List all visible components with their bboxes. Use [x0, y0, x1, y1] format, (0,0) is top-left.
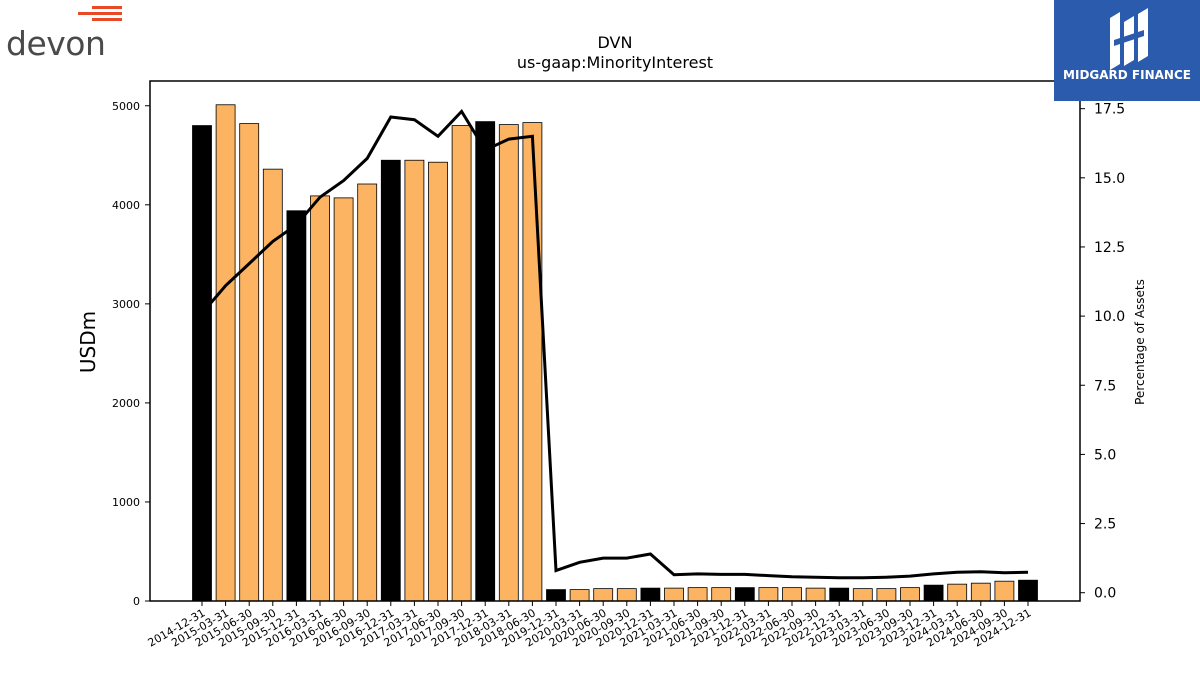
- bar-2023-03-31: [852, 588, 873, 602]
- bar-2023-12-31: [923, 584, 944, 602]
- y-axis-ticks: 0 1000 2000 3000 4000 5000: [112, 100, 150, 608]
- y-tick-label: 5000: [112, 100, 140, 113]
- bar-2018-03-31: [498, 124, 519, 602]
- y-axis-label: USDm: [76, 311, 100, 373]
- y2-tick-label: 0.0: [1094, 586, 1116, 602]
- bar-series: [192, 104, 1038, 602]
- y2-tick-label: 12.5: [1094, 240, 1125, 256]
- bar-2022-03-31: [758, 587, 779, 602]
- y2-tick-label: 10.0: [1094, 309, 1125, 325]
- bar-2016-09-30: [357, 183, 378, 602]
- y2-axis-label: Percentage of Assets: [1133, 279, 1147, 405]
- y-tick-label: 1000: [112, 496, 140, 509]
- bar-2015-12-31: [286, 210, 307, 602]
- bar-2020-06-30: [593, 588, 614, 602]
- bar-2021-03-31: [664, 587, 684, 602]
- devon-logo-text: devon: [6, 24, 106, 63]
- bar-2024-12-31: [1018, 579, 1038, 602]
- y2-axis-ticks: 0.0 2.5 5.0 7.5 10.0 12.5 15.0 17.5: [1080, 102, 1125, 602]
- bar-2022-06-30: [782, 587, 802, 602]
- y-tick-label: 4000: [112, 199, 140, 212]
- plot-frame: [149, 80, 1081, 602]
- percentage-line: [200, 108, 1029, 580]
- bar-2021-12-31: [734, 587, 755, 602]
- bar-2015-06-30: [239, 123, 260, 602]
- x-axis-ticks: 2014-12-312015-03-312015-06-302015-09-30…: [146, 601, 1034, 650]
- bar-2020-09-30: [616, 588, 637, 602]
- y2-tick-label: 2.5: [1094, 517, 1116, 533]
- bar-2022-09-30: [805, 587, 826, 602]
- midgard-mark-icon: [1110, 8, 1148, 70]
- bar-2024-09-30: [994, 580, 1015, 602]
- y-tick-label: 0: [133, 595, 140, 608]
- bar-2014-12-31: [192, 125, 212, 602]
- bar-2018-06-30: [522, 122, 543, 602]
- devon-logo: devon: [4, 4, 126, 64]
- y2-tick-label: 7.5: [1094, 378, 1116, 394]
- bar-2024-06-30: [970, 582, 991, 602]
- y2-tick-label: 17.5: [1094, 102, 1125, 118]
- bar-2016-03-31: [310, 195, 330, 602]
- bar-2015-03-31: [215, 104, 236, 602]
- bar-2022-12-31: [829, 587, 850, 602]
- y-tick-label: 2000: [112, 397, 140, 410]
- midgard-logo-text: MIDGARD FINANCE: [1063, 68, 1191, 82]
- bar-2016-06-30: [333, 197, 354, 602]
- bar-2021-06-30: [687, 587, 708, 602]
- bar-2017-06-30: [428, 161, 448, 602]
- bar-2024-03-31: [947, 583, 968, 602]
- bar-2020-03-31: [569, 589, 590, 602]
- bar-2017-09-30: [451, 125, 472, 602]
- bar-2015-09-30: [262, 168, 283, 602]
- y2-tick-label: 5.0: [1094, 447, 1116, 463]
- bar-2023-06-30: [876, 588, 897, 602]
- chart-title: DVN: [598, 33, 633, 52]
- bar-2019-12-31: [546, 589, 566, 602]
- midgard-finance-logo: MIDGARD FINANCE: [1054, 0, 1200, 101]
- bar-2017-03-31: [404, 159, 425, 602]
- bar-2017-12-31: [475, 121, 496, 602]
- bar-2016-12-31: [380, 159, 401, 602]
- y2-tick-label: 15.0: [1094, 171, 1125, 187]
- devon-stripes-icon: [78, 6, 122, 21]
- bar-2023-09-30: [900, 587, 920, 602]
- bar-2021-09-30: [711, 587, 732, 602]
- chart-subtitle: us-gaap:MinorityInterest: [517, 53, 713, 72]
- bar-2020-12-31: [640, 587, 661, 602]
- y-tick-label: 3000: [112, 298, 140, 311]
